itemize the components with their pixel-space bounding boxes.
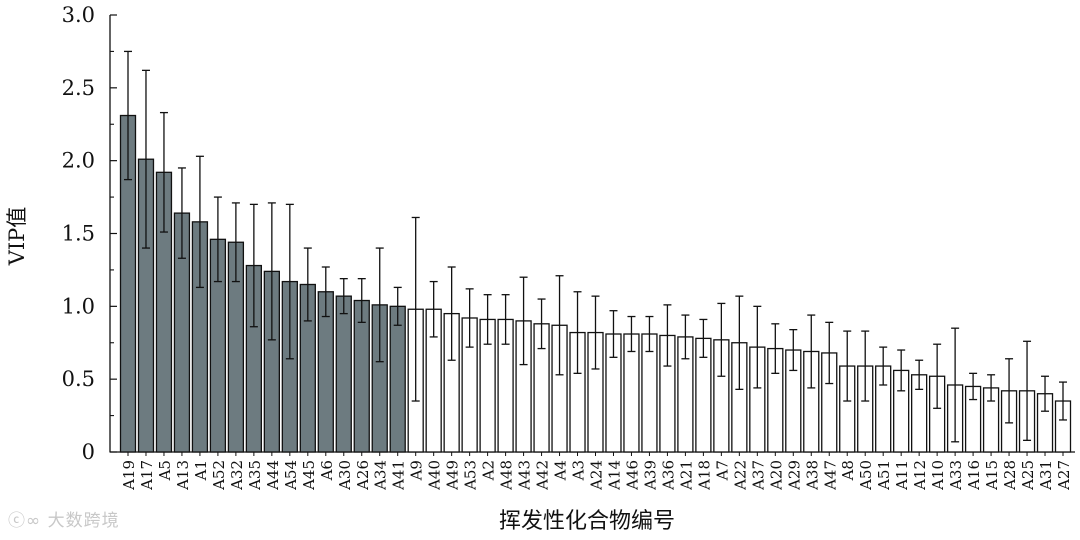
x-tick-label: A38 xyxy=(803,460,821,491)
x-tick-label: A26 xyxy=(354,460,372,491)
x-tick-label: A17 xyxy=(138,460,156,491)
watermark-icon: ⓒ∞ xyxy=(8,511,48,531)
x-tick-label: A45 xyxy=(300,460,318,491)
y-tick-label: 1.0 xyxy=(62,294,95,318)
bar xyxy=(353,299,370,453)
x-tick-label: A7 xyxy=(713,460,731,481)
x-tick-label: A36 xyxy=(659,460,677,491)
y-tick-label: 0.5 xyxy=(62,367,95,391)
error-bars xyxy=(124,50,1067,443)
x-tick-label: A41 xyxy=(390,460,408,491)
x-tick-label: A3 xyxy=(570,460,588,481)
y-tick-label: 3.0 xyxy=(62,3,95,27)
x-tick-label: A52 xyxy=(210,460,228,491)
x-tick-label: A48 xyxy=(498,460,516,491)
x-tick-label: A37 xyxy=(749,460,767,491)
x-tick-label: A13 xyxy=(174,460,192,491)
x-tick-label: A9 xyxy=(408,460,426,481)
x-tick-label: A5 xyxy=(156,460,174,481)
x-tick-label: A28 xyxy=(1001,460,1019,491)
y-tick-label: 0 xyxy=(82,440,95,464)
bar xyxy=(389,305,406,453)
x-tick-label: A22 xyxy=(731,460,749,491)
x-tick-label: A32 xyxy=(228,460,246,491)
bar xyxy=(335,295,352,453)
x-tick-label: A33 xyxy=(947,460,965,491)
x-tick-label: A31 xyxy=(1037,460,1055,491)
x-tick-label: A18 xyxy=(695,460,713,491)
x-tick-labels: A19 A17 A5 A13 A1 A52 A32 A35 A44 A54 A45 A6 A30 A26 A… xyxy=(120,452,1073,491)
x-tick-label: A53 xyxy=(462,460,480,491)
x-tick-label: A44 xyxy=(264,460,282,491)
x-tick-label: A24 xyxy=(588,460,606,491)
x-tick-label: A12 xyxy=(911,460,929,491)
watermark-text: 大数跨境 xyxy=(47,511,120,531)
x-tick-label: A35 xyxy=(246,460,264,491)
x-tick-label: A30 xyxy=(336,460,354,491)
x-tick-label: A46 xyxy=(623,460,641,491)
x-tick-label: A2 xyxy=(480,460,498,481)
x-tick-label: A15 xyxy=(983,460,1001,491)
x-tick-label: A20 xyxy=(767,460,785,491)
x-tick-label: A29 xyxy=(785,460,803,491)
x-tick-label: A6 xyxy=(318,460,336,481)
y-tick-label: 2.5 xyxy=(62,76,95,100)
x-tick-label: A1 xyxy=(192,460,210,481)
x-tick-label: A43 xyxy=(516,460,534,491)
x-tick-label: A47 xyxy=(821,460,839,491)
watermark-logo: ⓒ∞ 大数跨境 xyxy=(8,506,120,531)
x-tick-label: A4 xyxy=(552,460,570,481)
x-tick-label: A27 xyxy=(1055,460,1073,491)
x-tick-label: A14 xyxy=(605,460,623,491)
bar-series xyxy=(119,114,1072,453)
x-tick-label: A50 xyxy=(857,460,875,491)
x-tick-label: A10 xyxy=(929,460,947,491)
x-tick-label: A25 xyxy=(1019,460,1037,491)
x-tick-label: A54 xyxy=(282,460,300,491)
x-tick-label: A16 xyxy=(965,460,983,491)
x-tick-label: A39 xyxy=(641,460,659,491)
x-tick-label: A51 xyxy=(875,460,893,491)
x-tick-label: A19 xyxy=(120,460,138,491)
x-tick-label: A40 xyxy=(426,460,444,491)
x-tick-label: A34 xyxy=(372,460,390,491)
x-tick-label: A42 xyxy=(534,460,552,491)
y-tick-label: 2.0 xyxy=(62,149,95,173)
x-tick-label: A21 xyxy=(677,460,695,491)
x-axis-title: 挥发性化合物编号 xyxy=(499,509,675,534)
x-tick-label: A49 xyxy=(444,460,462,491)
x-tick-label: A11 xyxy=(893,460,911,491)
x-tick-label: A8 xyxy=(839,460,857,481)
y-tick-label: 1.5 xyxy=(62,222,95,246)
y-axis-title: VIP值 xyxy=(5,207,29,267)
